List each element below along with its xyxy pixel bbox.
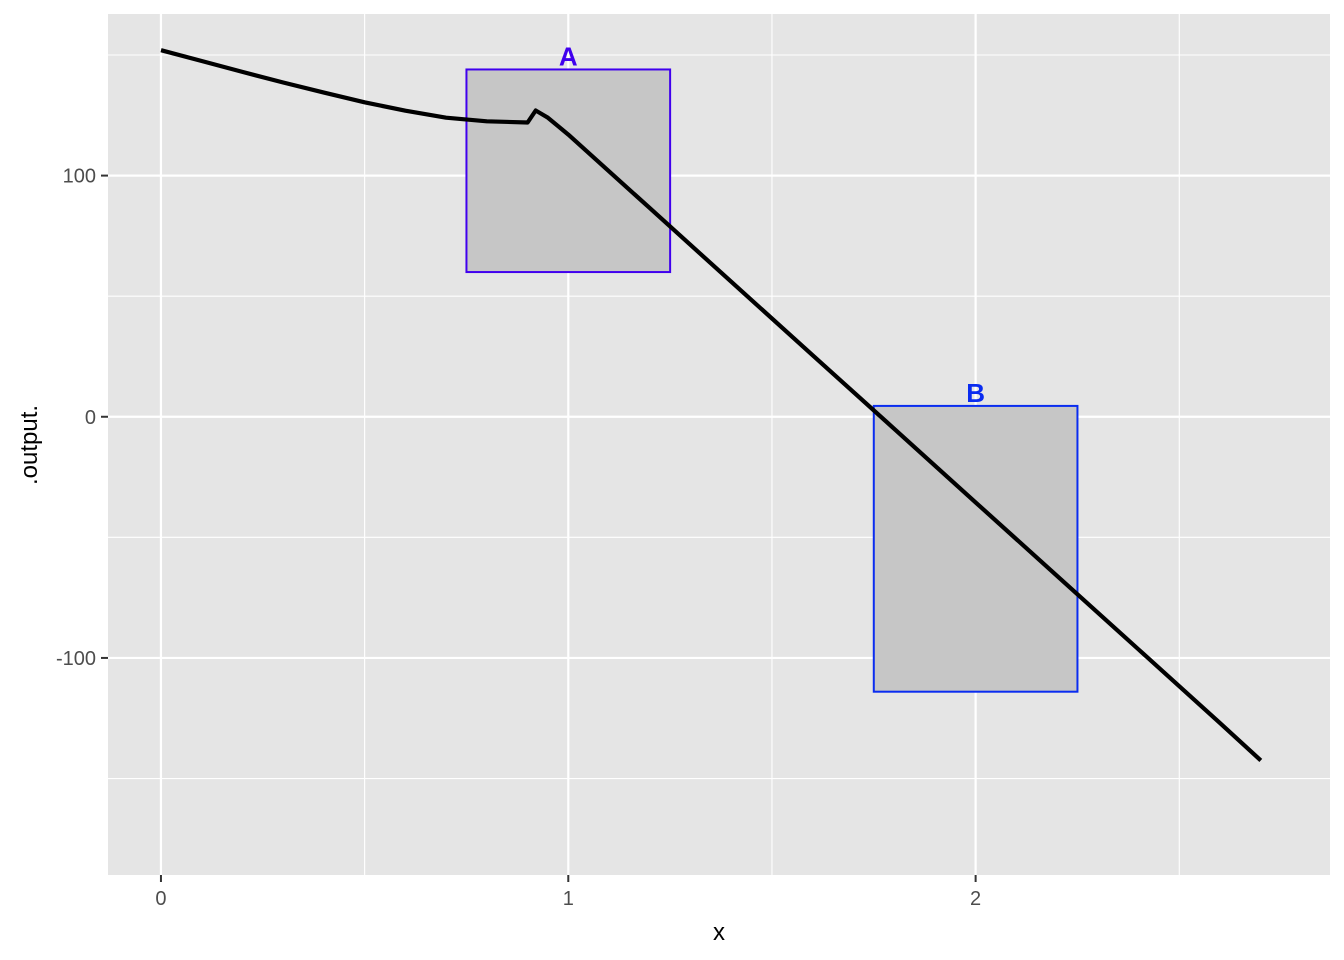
series-line-0 [160,48,1263,762]
minor-gridlines [108,14,1330,875]
x-tick-label-1: 1 [563,888,574,910]
y-tick-label-1: 0 [85,407,96,429]
x-axis: 0 1 2 [155,875,981,910]
highlight-box-b [872,404,1079,693]
plot-panel [108,14,1330,875]
x-tick-label-0: 0 [155,888,166,910]
y-tick-label-0: -100 [56,648,96,670]
y-axis: -100 0 100 [56,166,108,670]
x-tick-label-2: 2 [970,888,981,910]
major-gridlines [108,14,1330,875]
highlight-boxes [465,68,1079,693]
highlight-box-a [465,68,672,274]
y-axis-title: .output. [16,405,43,485]
series-lines [160,48,1263,762]
box-label-a: A [559,41,578,71]
x-axis-title: x [713,919,725,946]
box-label-b: B [966,378,985,408]
box-labels: AB [559,41,985,407]
y-tick-label-2: 100 [63,166,96,188]
